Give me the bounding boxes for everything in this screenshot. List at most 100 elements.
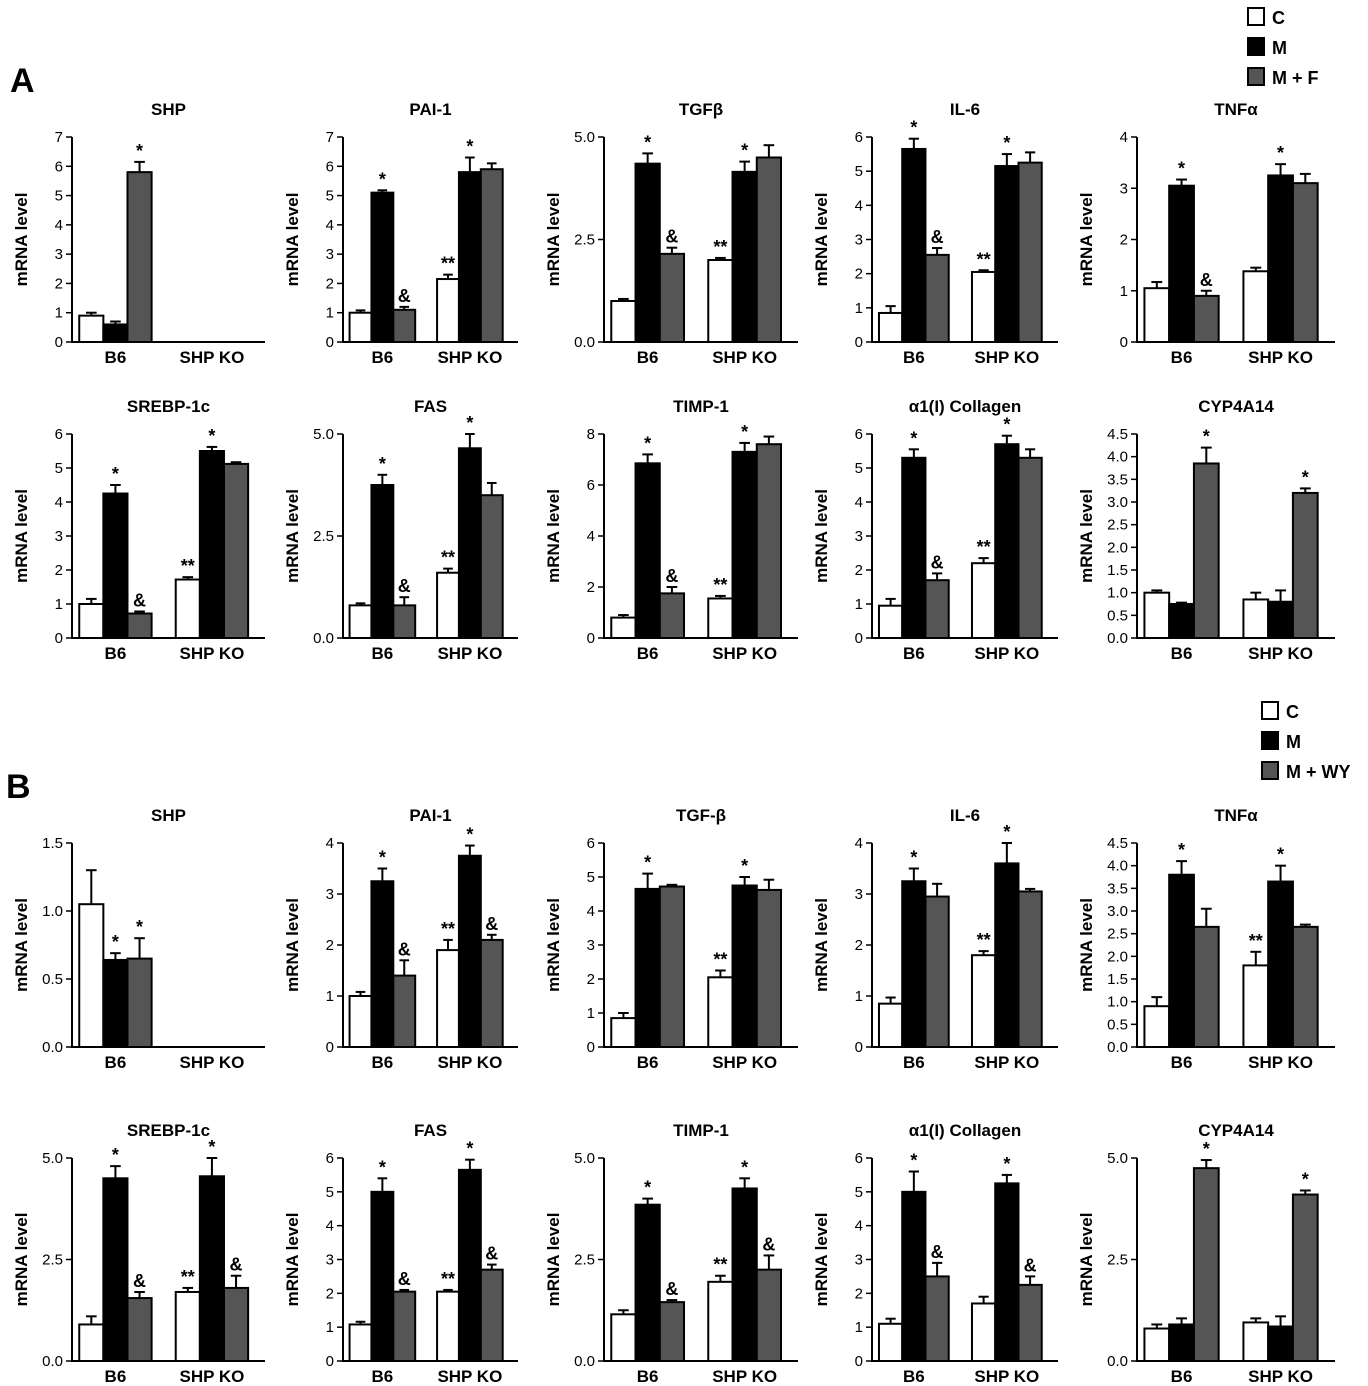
y-axis-label: mRNA level	[1077, 489, 1096, 583]
significance-mark: *	[1003, 822, 1010, 842]
bar-mwy	[479, 938, 504, 1049]
y-tick-label: 5	[55, 188, 63, 205]
bar-mf	[126, 612, 153, 640]
significance-mark: **	[713, 575, 727, 595]
significance-mark: *	[1302, 467, 1309, 487]
y-tick-label: 4	[326, 835, 334, 852]
group-label: B6	[1171, 1053, 1193, 1072]
bar-c	[436, 949, 460, 1048]
y-tick-label: 0	[326, 1039, 334, 1056]
y-axis-label: mRNA level	[283, 898, 302, 992]
bar-mf	[479, 168, 504, 343]
bar-mwy	[392, 1290, 417, 1363]
chart-title: FAS	[414, 397, 447, 416]
group-label: SHP KO	[437, 644, 502, 663]
y-tick-label: 0	[326, 1353, 334, 1370]
legend-label: M + F	[1272, 68, 1319, 88]
significance-mark: **	[713, 950, 727, 970]
significance-mark: *	[644, 853, 651, 873]
y-tick-label: 6	[55, 426, 63, 443]
y-tick-label: 0	[855, 1039, 863, 1056]
y-tick-label: 4	[855, 494, 863, 511]
bar-mf	[222, 462, 250, 640]
y-tick-label: 1	[855, 596, 863, 613]
group-label: SHP KO	[712, 1367, 777, 1386]
y-tick-label: 0	[855, 1353, 863, 1370]
legend: CM M + F	[1247, 7, 1319, 88]
legend-label: M	[1272, 38, 1287, 58]
legend: CM M + WY	[1261, 701, 1351, 782]
y-axis-label: mRNA level	[12, 193, 31, 287]
bar-m	[102, 958, 129, 1049]
significance-mark: *	[112, 932, 119, 952]
bar-mf	[924, 579, 950, 640]
group-label: SHP KO	[974, 348, 1039, 367]
bar-m	[731, 450, 758, 639]
chart-title: α1(I) Collagen	[909, 397, 1021, 416]
y-axis-label: mRNA level	[812, 898, 831, 992]
y-tick-label: 1	[55, 305, 63, 322]
y-axis-label: mRNA level	[12, 489, 31, 583]
significance-mark: **	[977, 249, 991, 269]
group-label: SHP KO	[1248, 348, 1313, 367]
significance-mark: *	[379, 848, 386, 868]
group-label: SHP KO	[974, 1367, 1039, 1386]
y-tick-label: 5.0	[313, 426, 334, 443]
chart-title: TIMP-1	[673, 397, 729, 416]
bar-mwy	[126, 957, 153, 1048]
significance-mark: &	[133, 590, 146, 610]
y-axis-label: mRNA level	[812, 193, 831, 287]
y-tick-label: 2	[326, 937, 334, 954]
bar-m	[731, 1187, 758, 1362]
group-label: B6	[903, 348, 925, 367]
y-tick-label: 3	[55, 528, 63, 545]
group-label: B6	[105, 348, 127, 367]
significance-mark: &	[931, 1242, 944, 1262]
y-tick-label: 1	[1120, 283, 1128, 300]
significance-mark: *	[741, 141, 748, 161]
y-tick-label: 0.0	[313, 630, 334, 647]
y-tick-label: 2	[326, 1285, 334, 1302]
significance-mark: &	[665, 1279, 678, 1299]
y-axis-label: mRNA level	[283, 489, 302, 583]
bar-m	[1267, 600, 1294, 640]
significance-mark: &	[665, 566, 678, 586]
y-tick-label: 2.5	[1107, 517, 1128, 534]
significance-mark: *	[910, 428, 917, 448]
bar-c	[877, 1002, 904, 1049]
bar-mf	[1291, 491, 1319, 639]
y-tick-label: 6	[855, 1150, 863, 1167]
y-tick-label: 2	[587, 579, 595, 596]
chart-1-8: α1(I) Collagen mRNA level 0 1 2 3 4 5 6 * & * & B6 SHP…	[812, 1121, 1058, 1386]
y-tick-label: 6	[587, 477, 595, 494]
group-label: SHP KO	[437, 1053, 502, 1072]
bar-mwy	[1192, 925, 1220, 1048]
bar-c	[436, 278, 460, 343]
significance-mark: *	[466, 825, 473, 845]
y-tick-label: 4.5	[1107, 426, 1128, 443]
y-tick-label: 0.0	[574, 334, 595, 351]
bar-c	[610, 1313, 637, 1363]
bar-mwy	[755, 888, 783, 1048]
significance-mark: **	[181, 1267, 195, 1287]
chart-title: PAI-1	[409, 806, 451, 825]
y-tick-label: 1	[55, 596, 63, 613]
legend-swatch	[1247, 7, 1265, 26]
bar-m	[102, 323, 129, 343]
group-label: SHP KO	[712, 644, 777, 663]
y-tick-label: 4	[855, 835, 863, 852]
bar-m	[994, 1182, 1020, 1362]
y-tick-label: 0.0	[42, 1353, 63, 1370]
bar-c	[707, 1280, 734, 1362]
group-label: SHP KO	[179, 1367, 244, 1386]
significance-mark: *	[1277, 143, 1284, 163]
bar-c	[1242, 1321, 1270, 1363]
y-tick-label: 7	[326, 129, 334, 146]
y-tick-label: 3	[587, 937, 595, 954]
significance-mark: &	[1024, 1255, 1037, 1275]
legend-label: M + WY	[1286, 762, 1351, 782]
y-tick-label: 2.0	[1107, 948, 1128, 965]
